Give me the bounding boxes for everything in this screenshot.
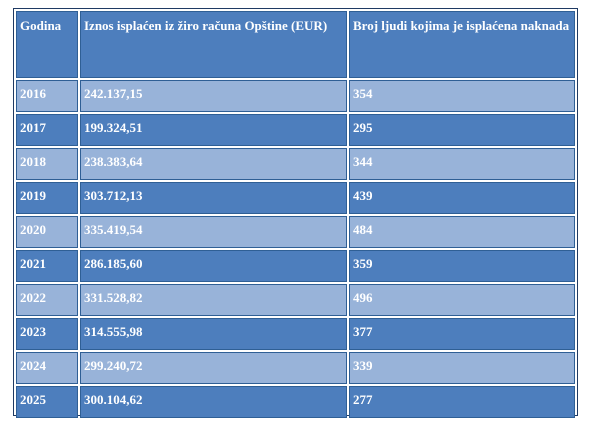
cell-year: 2025	[16, 386, 78, 418]
table-row: 2024 299.240,72 339	[16, 352, 575, 384]
cell-amount: 331.528,82	[80, 284, 347, 316]
table-header-row: Godina Iznos isplaćen iz žiro računa Opš…	[16, 11, 575, 78]
cell-amount: 199.324,51	[80, 114, 347, 146]
cell-recipients: 354	[349, 80, 575, 112]
cell-recipients: 339	[349, 352, 575, 384]
cell-year: 2018	[16, 148, 78, 180]
cell-amount: 238.383,64	[80, 148, 347, 180]
cell-year: 2020	[16, 216, 78, 248]
cell-recipients: 439	[349, 182, 575, 214]
cell-amount: 286.185,60	[80, 250, 347, 282]
payments-table: Godina Iznos isplaćen iz žiro računa Opš…	[14, 9, 577, 420]
cell-recipients: 344	[349, 148, 575, 180]
cell-year: 2021	[16, 250, 78, 282]
cell-recipients: 496	[349, 284, 575, 316]
table-row: 2020 335.419,54 484	[16, 216, 575, 248]
table-row: 2022 331.528,82 496	[16, 284, 575, 316]
cell-year: 2019	[16, 182, 78, 214]
cell-year: 2022	[16, 284, 78, 316]
header-recipients: Broj ljudi kojima je isplaćena naknada	[349, 11, 575, 78]
table-row: 2018 238.383,64 344	[16, 148, 575, 180]
payments-table-container: Godina Iznos isplaćen iz žiro računa Opš…	[13, 8, 578, 418]
cell-year: 2024	[16, 352, 78, 384]
header-amount: Iznos isplaćen iz žiro računa Opštine (E…	[80, 11, 347, 78]
table-row: 2023 314.555,98 377	[16, 318, 575, 350]
cell-amount: 299.240,72	[80, 352, 347, 384]
cell-amount: 242.137,15	[80, 80, 347, 112]
cell-year: 2017	[16, 114, 78, 146]
cell-recipients: 377	[349, 318, 575, 350]
table-row: 2019 303.712,13 439	[16, 182, 575, 214]
cell-year: 2016	[16, 80, 78, 112]
cell-recipients: 295	[349, 114, 575, 146]
cell-recipients: 277	[349, 386, 575, 418]
cell-amount: 314.555,98	[80, 318, 347, 350]
cell-amount: 300.104,62	[80, 386, 347, 418]
table-row: 2025 300.104,62 277	[16, 386, 575, 418]
cell-amount: 303.712,13	[80, 182, 347, 214]
header-year: Godina	[16, 11, 78, 78]
table-row: 2016 242.137,15 354	[16, 80, 575, 112]
table-row: 2021 286.185,60 359	[16, 250, 575, 282]
cell-recipients: 484	[349, 216, 575, 248]
cell-year: 2023	[16, 318, 78, 350]
cell-amount: 335.419,54	[80, 216, 347, 248]
table-row: 2017 199.324,51 295	[16, 114, 575, 146]
cell-recipients: 359	[349, 250, 575, 282]
